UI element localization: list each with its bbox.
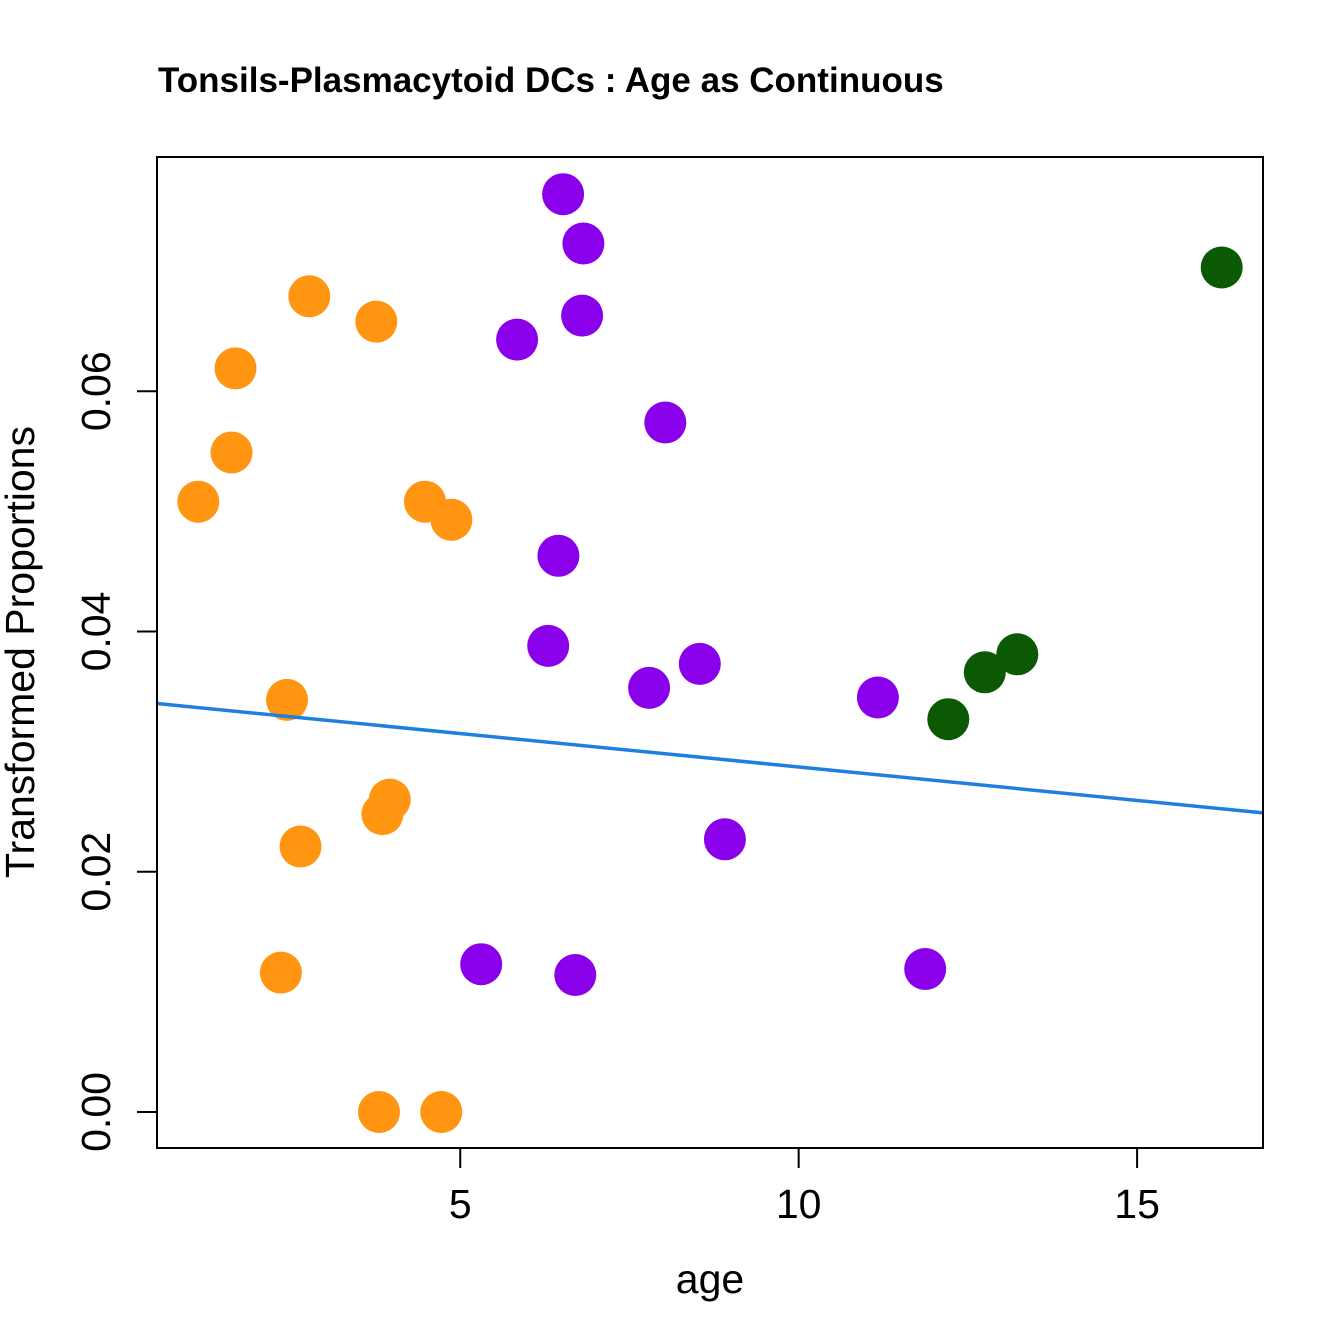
purple-group-point bbox=[542, 173, 585, 216]
y-axis-label: Transformed Proportions bbox=[0, 426, 43, 878]
green-group-point bbox=[1200, 246, 1243, 289]
purple-group-point bbox=[856, 676, 899, 719]
x-tick-label: 5 bbox=[449, 1181, 472, 1227]
y-tick-label: 0.00 bbox=[73, 1072, 119, 1152]
x-axis: 5 10 15 bbox=[449, 1148, 1160, 1227]
orange-group-point bbox=[355, 300, 398, 343]
purple-group-point bbox=[527, 624, 570, 667]
purple-group-point bbox=[460, 943, 503, 986]
purple-group-point bbox=[562, 222, 605, 265]
purple-group-point bbox=[561, 294, 604, 337]
y-tick-label: 0.02 bbox=[73, 832, 119, 912]
x-tick-label: 15 bbox=[1114, 1181, 1160, 1227]
purple-group-point bbox=[703, 818, 746, 861]
y-tick-label: 0.04 bbox=[73, 592, 119, 672]
purple-group-point bbox=[554, 954, 597, 996]
green-group-point bbox=[927, 698, 970, 741]
regression-line bbox=[156, 701, 1264, 815]
orange-group-point bbox=[358, 1091, 400, 1133]
y-tick-label: 0.06 bbox=[73, 351, 119, 431]
green-group-point bbox=[996, 633, 1039, 676]
orange-group-point bbox=[259, 951, 302, 994]
y-axis: 0.00 0.02 0.04 0.06 bbox=[73, 351, 157, 1152]
chart-title: Tonsils-Plasmacytoid DCs : Age as Contin… bbox=[158, 61, 944, 100]
plot-points bbox=[177, 173, 1243, 1133]
purple-group-point bbox=[628, 666, 671, 709]
x-tick-label: 10 bbox=[776, 1181, 822, 1227]
orange-group-point bbox=[279, 825, 322, 868]
regression-line-group bbox=[156, 701, 1264, 815]
x-axis-label: age bbox=[676, 1256, 744, 1302]
orange-group-point bbox=[266, 678, 308, 721]
plot-frame bbox=[156, 156, 1264, 1149]
orange-group-point bbox=[288, 275, 331, 318]
green-group-point bbox=[963, 651, 1006, 694]
purple-group-point bbox=[904, 948, 947, 990]
orange-group-point bbox=[420, 1091, 463, 1133]
purple-group-point bbox=[678, 642, 721, 685]
orange-group-point bbox=[361, 793, 404, 836]
orange-group-point bbox=[210, 431, 253, 474]
orange-group-point bbox=[430, 498, 473, 541]
purple-group-point bbox=[537, 534, 580, 577]
purple-group-point bbox=[496, 318, 539, 361]
orange-group-point bbox=[214, 347, 257, 390]
orange-group-point bbox=[177, 480, 220, 523]
purple-group-point bbox=[644, 401, 687, 444]
